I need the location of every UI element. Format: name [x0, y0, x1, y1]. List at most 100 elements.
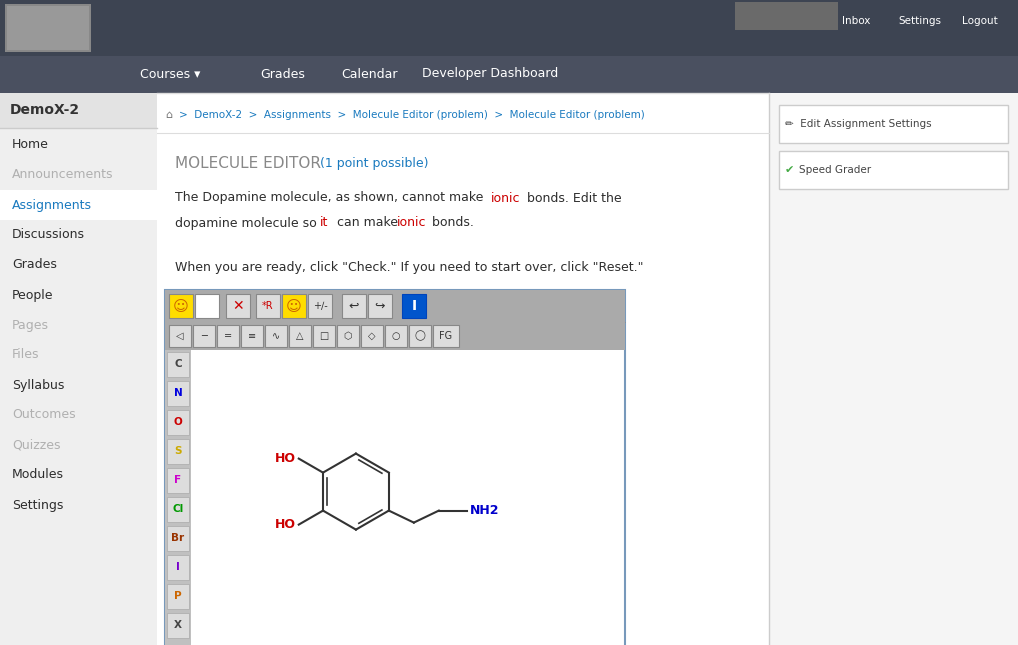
Text: ─: ─	[202, 331, 207, 341]
Text: I: I	[411, 299, 416, 313]
Text: dopamine molecule so: dopamine molecule so	[175, 217, 321, 230]
Bar	[0, 0, 1018, 56]
Bar	[402, 294, 426, 318]
Text: ◯: ◯	[414, 331, 426, 341]
Bar	[0, 190, 157, 220]
Text: Calendar: Calendar	[342, 68, 398, 81]
Text: ◇: ◇	[369, 331, 376, 341]
Text: can make: can make	[333, 217, 402, 230]
Bar	[361, 325, 383, 347]
Bar	[195, 294, 219, 318]
Text: S: S	[174, 446, 182, 456]
Text: *R: *R	[263, 301, 274, 311]
Bar	[0, 93, 157, 645]
Text: Discussions: Discussions	[12, 228, 84, 241]
Text: □: □	[320, 331, 329, 341]
Text: ✔: ✔	[785, 165, 794, 175]
Bar	[165, 290, 625, 645]
Bar	[385, 325, 407, 347]
Text: ionic: ionic	[491, 192, 520, 204]
Text: Inbox: Inbox	[842, 16, 870, 26]
Text: ⬡: ⬡	[344, 331, 352, 341]
Bar	[167, 352, 189, 377]
Bar	[367, 294, 392, 318]
Bar	[0, 93, 157, 128]
Bar	[169, 325, 191, 347]
Text: bonds. Edit the: bonds. Edit the	[523, 192, 622, 204]
Text: bonds.: bonds.	[428, 217, 473, 230]
Text: ✕: ✕	[232, 299, 244, 313]
Bar	[256, 294, 280, 318]
Text: Assignments: Assignments	[12, 199, 92, 212]
Bar	[5, 4, 91, 52]
Bar	[167, 497, 189, 522]
Text: Pages: Pages	[12, 319, 49, 332]
Bar	[7, 6, 89, 50]
Text: F: F	[174, 475, 181, 485]
Text: Modules: Modules	[12, 468, 64, 482]
Text: X: X	[174, 620, 182, 630]
Bar	[165, 290, 625, 322]
Bar	[241, 325, 263, 347]
Bar	[193, 325, 215, 347]
Text: ○: ○	[392, 331, 400, 341]
Text: N: N	[174, 388, 182, 398]
Text: +∕-: +∕-	[313, 301, 328, 311]
Text: Settings: Settings	[12, 499, 63, 511]
Text: Announcements: Announcements	[12, 168, 113, 181]
Bar	[779, 105, 1008, 143]
Text: The Dopamine molecule, as shown, cannot make: The Dopamine molecule, as shown, cannot …	[175, 192, 488, 204]
Bar	[167, 410, 189, 435]
Text: ≡: ≡	[248, 331, 257, 341]
Text: Logout: Logout	[962, 16, 998, 26]
Text: People: People	[12, 288, 54, 301]
Bar	[313, 325, 335, 347]
Text: Cl: Cl	[172, 504, 183, 514]
Bar	[167, 381, 189, 406]
Text: I: I	[176, 562, 180, 572]
Bar	[217, 325, 239, 347]
Bar	[157, 93, 769, 645]
Text: FG: FG	[440, 331, 453, 341]
Text: Outcomes: Outcomes	[12, 408, 75, 421]
Bar	[167, 439, 189, 464]
Bar	[167, 468, 189, 493]
Text: Br: Br	[171, 533, 184, 543]
Text: (1 point possible): (1 point possible)	[320, 157, 429, 170]
Text: ✏  Edit Assignment Settings: ✏ Edit Assignment Settings	[785, 119, 931, 129]
Text: O: O	[174, 417, 182, 427]
Bar	[308, 294, 332, 318]
Bar	[265, 325, 287, 347]
Bar	[779, 151, 1008, 189]
Text: DemoX-2: DemoX-2	[10, 103, 80, 117]
Text: ↪: ↪	[375, 299, 385, 312]
Text: ◁: ◁	[176, 331, 184, 341]
Bar	[342, 294, 366, 318]
Text: Developer Dashboard: Developer Dashboard	[421, 68, 558, 81]
Text: Quizzes: Quizzes	[12, 439, 60, 451]
Text: Syllabus: Syllabus	[12, 379, 64, 392]
Text: C: C	[174, 359, 182, 369]
Text: >  DemoX-2  >  Assignments  >  Molecule Editor (problem)  >  Molecule Editor (pr: > DemoX-2 > Assignments > Molecule Edito…	[179, 110, 644, 120]
Text: △: △	[296, 331, 303, 341]
Text: HO: HO	[275, 518, 296, 531]
Bar	[769, 93, 1018, 645]
Text: ⌂: ⌂	[165, 110, 172, 120]
Bar	[165, 350, 191, 645]
Text: When you are ready, click "Check." If you need to start over, click "Reset.": When you are ready, click "Check." If yo…	[175, 261, 643, 275]
Bar	[165, 322, 625, 350]
Text: Grades: Grades	[261, 68, 305, 81]
Text: Files: Files	[12, 348, 40, 361]
Bar	[167, 613, 189, 638]
Bar	[226, 294, 250, 318]
Text: Home: Home	[12, 139, 49, 152]
Text: Grades: Grades	[12, 259, 57, 272]
Bar	[167, 526, 189, 551]
Text: MOLECULE EDITOR: MOLECULE EDITOR	[175, 155, 321, 170]
Text: P: P	[174, 591, 182, 601]
Bar	[282, 294, 306, 318]
Text: NH2: NH2	[470, 504, 499, 517]
Bar	[289, 325, 312, 347]
Text: ↩: ↩	[349, 299, 359, 312]
Bar	[167, 584, 189, 609]
